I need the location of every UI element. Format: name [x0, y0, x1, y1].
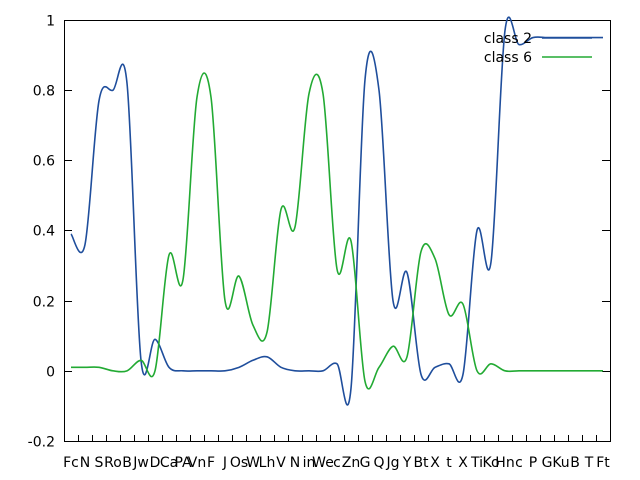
class-2-line — [70, 16, 603, 406]
x-tick-label: X — [430, 455, 440, 471]
x-tick-label: Vn — [188, 455, 206, 471]
x-tick-label: D — [150, 455, 161, 471]
y-tick-label: 0.2 — [33, 295, 55, 311]
x-tick-label: T — [584, 455, 594, 471]
x-tick-label: N — [80, 455, 90, 471]
x-tick-label: c — [515, 455, 523, 471]
y-tick-label: 0.6 — [33, 154, 55, 170]
x-tick-label: Jw — [132, 455, 149, 471]
x-tick-label: F — [207, 455, 215, 471]
x-tick-label: PA — [174, 455, 192, 471]
x-tick-label: We — [312, 455, 334, 471]
x-tick-label: in — [303, 455, 316, 471]
class-6-line — [71, 72, 603, 390]
x-tick-label: Os — [230, 455, 248, 471]
plot-frame — [64, 20, 611, 442]
x-tick-label: X — [458, 455, 468, 471]
x-tick-label: W — [246, 455, 260, 471]
x-tick-label: Zn — [342, 455, 360, 471]
x-tick-label: Ro — [104, 455, 122, 471]
y-tick-label: 0.8 — [33, 84, 55, 100]
x-tick-label: G — [360, 455, 371, 471]
legend-label: class 6 — [484, 50, 532, 66]
x-tick-label: Fc — [63, 455, 79, 471]
x-tick-label: Lh — [259, 455, 276, 471]
x-tick-label: N — [290, 455, 300, 471]
x-tick-label: c — [333, 455, 341, 471]
x-tick-label: G — [542, 455, 553, 471]
x-tick-label: Bt — [413, 455, 429, 471]
x-tick-label: Jg — [385, 455, 399, 471]
x-tick-label: P — [529, 455, 537, 471]
x-tick-label: Ft — [596, 455, 610, 471]
x-tick-label: t — [446, 455, 452, 471]
y-tick-label: -0.2 — [28, 435, 55, 451]
x-tick-label: Hn — [495, 455, 514, 471]
legend: class 2 class 6 — [484, 31, 592, 66]
x-tick-label: B — [122, 455, 132, 471]
y-tick-label: 1 — [46, 14, 55, 30]
x-tick-label: Q — [373, 455, 384, 471]
series-layer — [70, 16, 603, 406]
x-tick-label: Y — [402, 455, 412, 471]
x-tick-label: Ca — [160, 455, 178, 471]
y-tick-label: 0.4 — [33, 224, 55, 240]
y-axis: -0.2 0 0.2 0.4 0.6 0.8 1 — [28, 14, 610, 451]
x-tick-label: Ko — [482, 455, 499, 471]
x-tick-label: B — [570, 455, 580, 471]
y-tick-label: 0 — [46, 365, 55, 381]
x-tick-label: J — [222, 455, 227, 471]
x-tick-label: Ku — [552, 455, 569, 471]
x-tick-label: Ti — [470, 455, 483, 471]
legend-label: class 2 — [484, 31, 532, 47]
x-tick-label: S — [95, 455, 104, 471]
x-tick-label: V — [276, 455, 286, 471]
